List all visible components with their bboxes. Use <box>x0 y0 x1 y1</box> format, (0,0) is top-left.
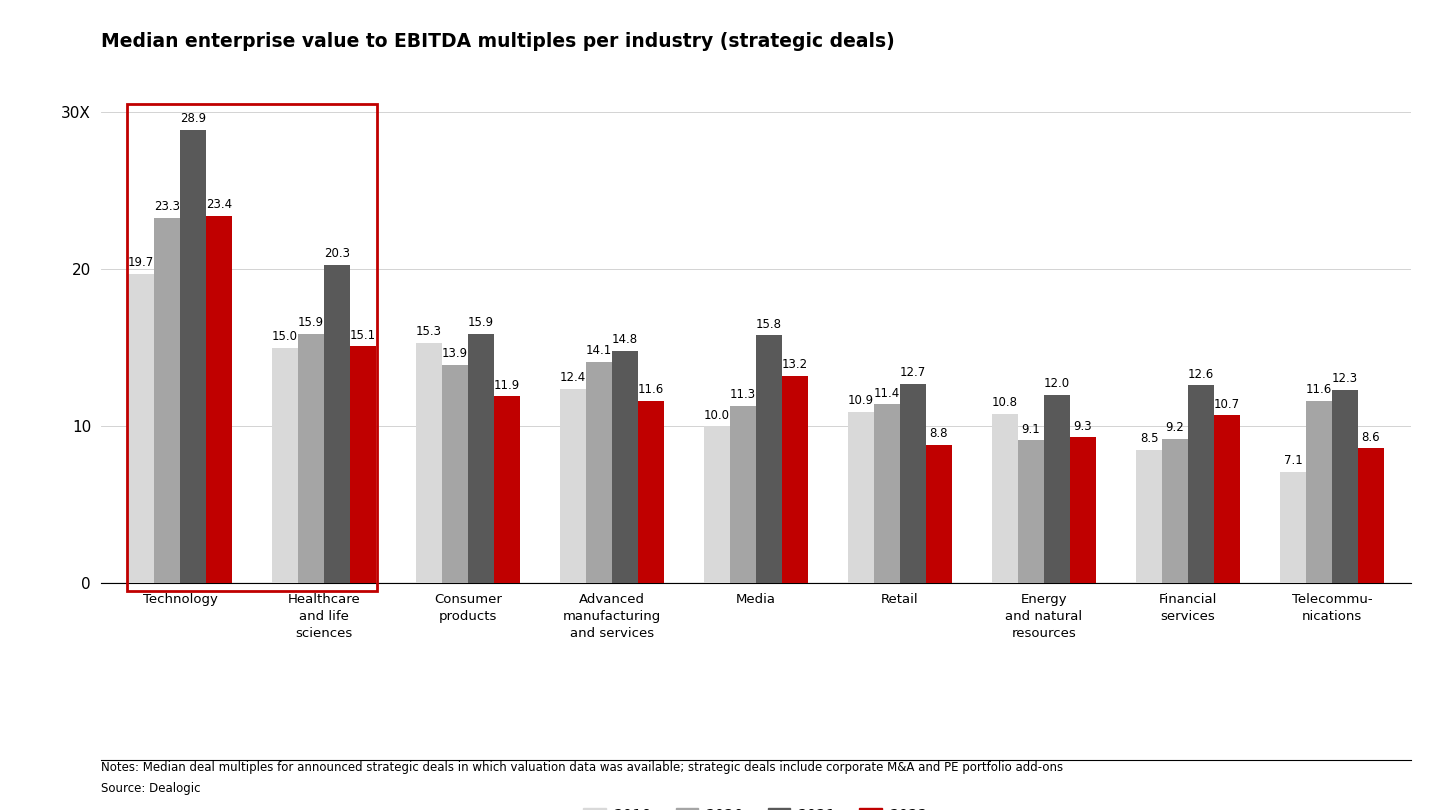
Bar <box>154 218 180 583</box>
Bar <box>1332 390 1358 583</box>
Bar <box>900 384 926 583</box>
Bar <box>180 130 206 583</box>
Text: 8.8: 8.8 <box>930 428 948 441</box>
Bar <box>298 334 324 583</box>
Bar <box>1044 395 1070 583</box>
Text: 8.6: 8.6 <box>1362 431 1380 444</box>
Bar <box>848 412 874 583</box>
Text: 13.2: 13.2 <box>782 358 808 371</box>
Text: 14.1: 14.1 <box>586 344 612 357</box>
Bar <box>1358 448 1384 583</box>
Bar <box>1136 450 1162 583</box>
Bar <box>468 334 494 583</box>
Bar <box>416 343 442 583</box>
Text: 10.7: 10.7 <box>1214 398 1240 411</box>
Bar <box>350 346 376 583</box>
Text: 23.3: 23.3 <box>154 200 180 213</box>
Text: 11.9: 11.9 <box>494 379 520 392</box>
Bar <box>272 347 298 583</box>
Bar <box>992 414 1018 583</box>
Bar <box>638 401 664 583</box>
Text: 11.4: 11.4 <box>874 386 900 399</box>
Text: 14.8: 14.8 <box>612 333 638 346</box>
Text: 12.0: 12.0 <box>1044 377 1070 390</box>
Text: 15.9: 15.9 <box>298 316 324 329</box>
Text: 13.9: 13.9 <box>442 347 468 360</box>
Text: 9.3: 9.3 <box>1074 420 1092 433</box>
Bar <box>1070 437 1096 583</box>
Text: 12.3: 12.3 <box>1332 373 1358 386</box>
Text: 12.4: 12.4 <box>560 371 586 384</box>
Bar <box>1018 441 1044 583</box>
Text: 10.0: 10.0 <box>704 408 730 421</box>
Text: 15.3: 15.3 <box>416 326 442 339</box>
Bar <box>612 351 638 583</box>
Bar <box>1214 416 1240 583</box>
Text: 11.6: 11.6 <box>1306 383 1332 396</box>
Text: Notes: Median deal multiples for announced strategic deals in which valuation da: Notes: Median deal multiples for announc… <box>101 761 1063 774</box>
Text: 11.3: 11.3 <box>730 388 756 401</box>
Bar <box>782 376 808 583</box>
Text: 12.7: 12.7 <box>900 366 926 379</box>
Text: 19.7: 19.7 <box>128 256 154 269</box>
Text: 7.1: 7.1 <box>1283 454 1303 467</box>
Text: 9.2: 9.2 <box>1165 421 1185 434</box>
Text: 20.3: 20.3 <box>324 247 350 260</box>
Text: 11.6: 11.6 <box>638 383 664 396</box>
Bar <box>206 216 232 583</box>
Bar <box>756 335 782 583</box>
Bar <box>704 426 730 583</box>
Bar <box>586 362 612 583</box>
Text: 10.9: 10.9 <box>848 394 874 407</box>
Bar <box>1188 386 1214 583</box>
Text: 15.0: 15.0 <box>272 330 298 343</box>
Bar <box>1306 401 1332 583</box>
Bar <box>1162 439 1188 583</box>
Bar <box>494 396 520 583</box>
Text: 15.9: 15.9 <box>468 316 494 329</box>
Text: 12.6: 12.6 <box>1188 368 1214 381</box>
Bar <box>324 265 350 583</box>
Text: 28.9: 28.9 <box>180 112 206 125</box>
Bar <box>874 404 900 583</box>
Text: 15.8: 15.8 <box>756 318 782 330</box>
Text: 23.4: 23.4 <box>206 198 232 211</box>
Text: 8.5: 8.5 <box>1140 432 1158 446</box>
Bar <box>730 406 756 583</box>
Bar <box>1280 471 1306 583</box>
Text: Source: Dealogic: Source: Dealogic <box>101 782 200 795</box>
Text: 15.1: 15.1 <box>350 329 376 342</box>
Legend: 2019, 2020, 2021, 2022: 2019, 2020, 2021, 2022 <box>577 802 935 810</box>
Text: 9.1: 9.1 <box>1021 423 1041 436</box>
Text: 10.8: 10.8 <box>992 396 1018 409</box>
Bar <box>560 389 586 583</box>
Bar <box>442 365 468 583</box>
Bar <box>926 446 952 583</box>
Text: Median enterprise value to EBITDA multiples per industry (strategic deals): Median enterprise value to EBITDA multip… <box>101 32 894 51</box>
Bar <box>128 274 154 583</box>
